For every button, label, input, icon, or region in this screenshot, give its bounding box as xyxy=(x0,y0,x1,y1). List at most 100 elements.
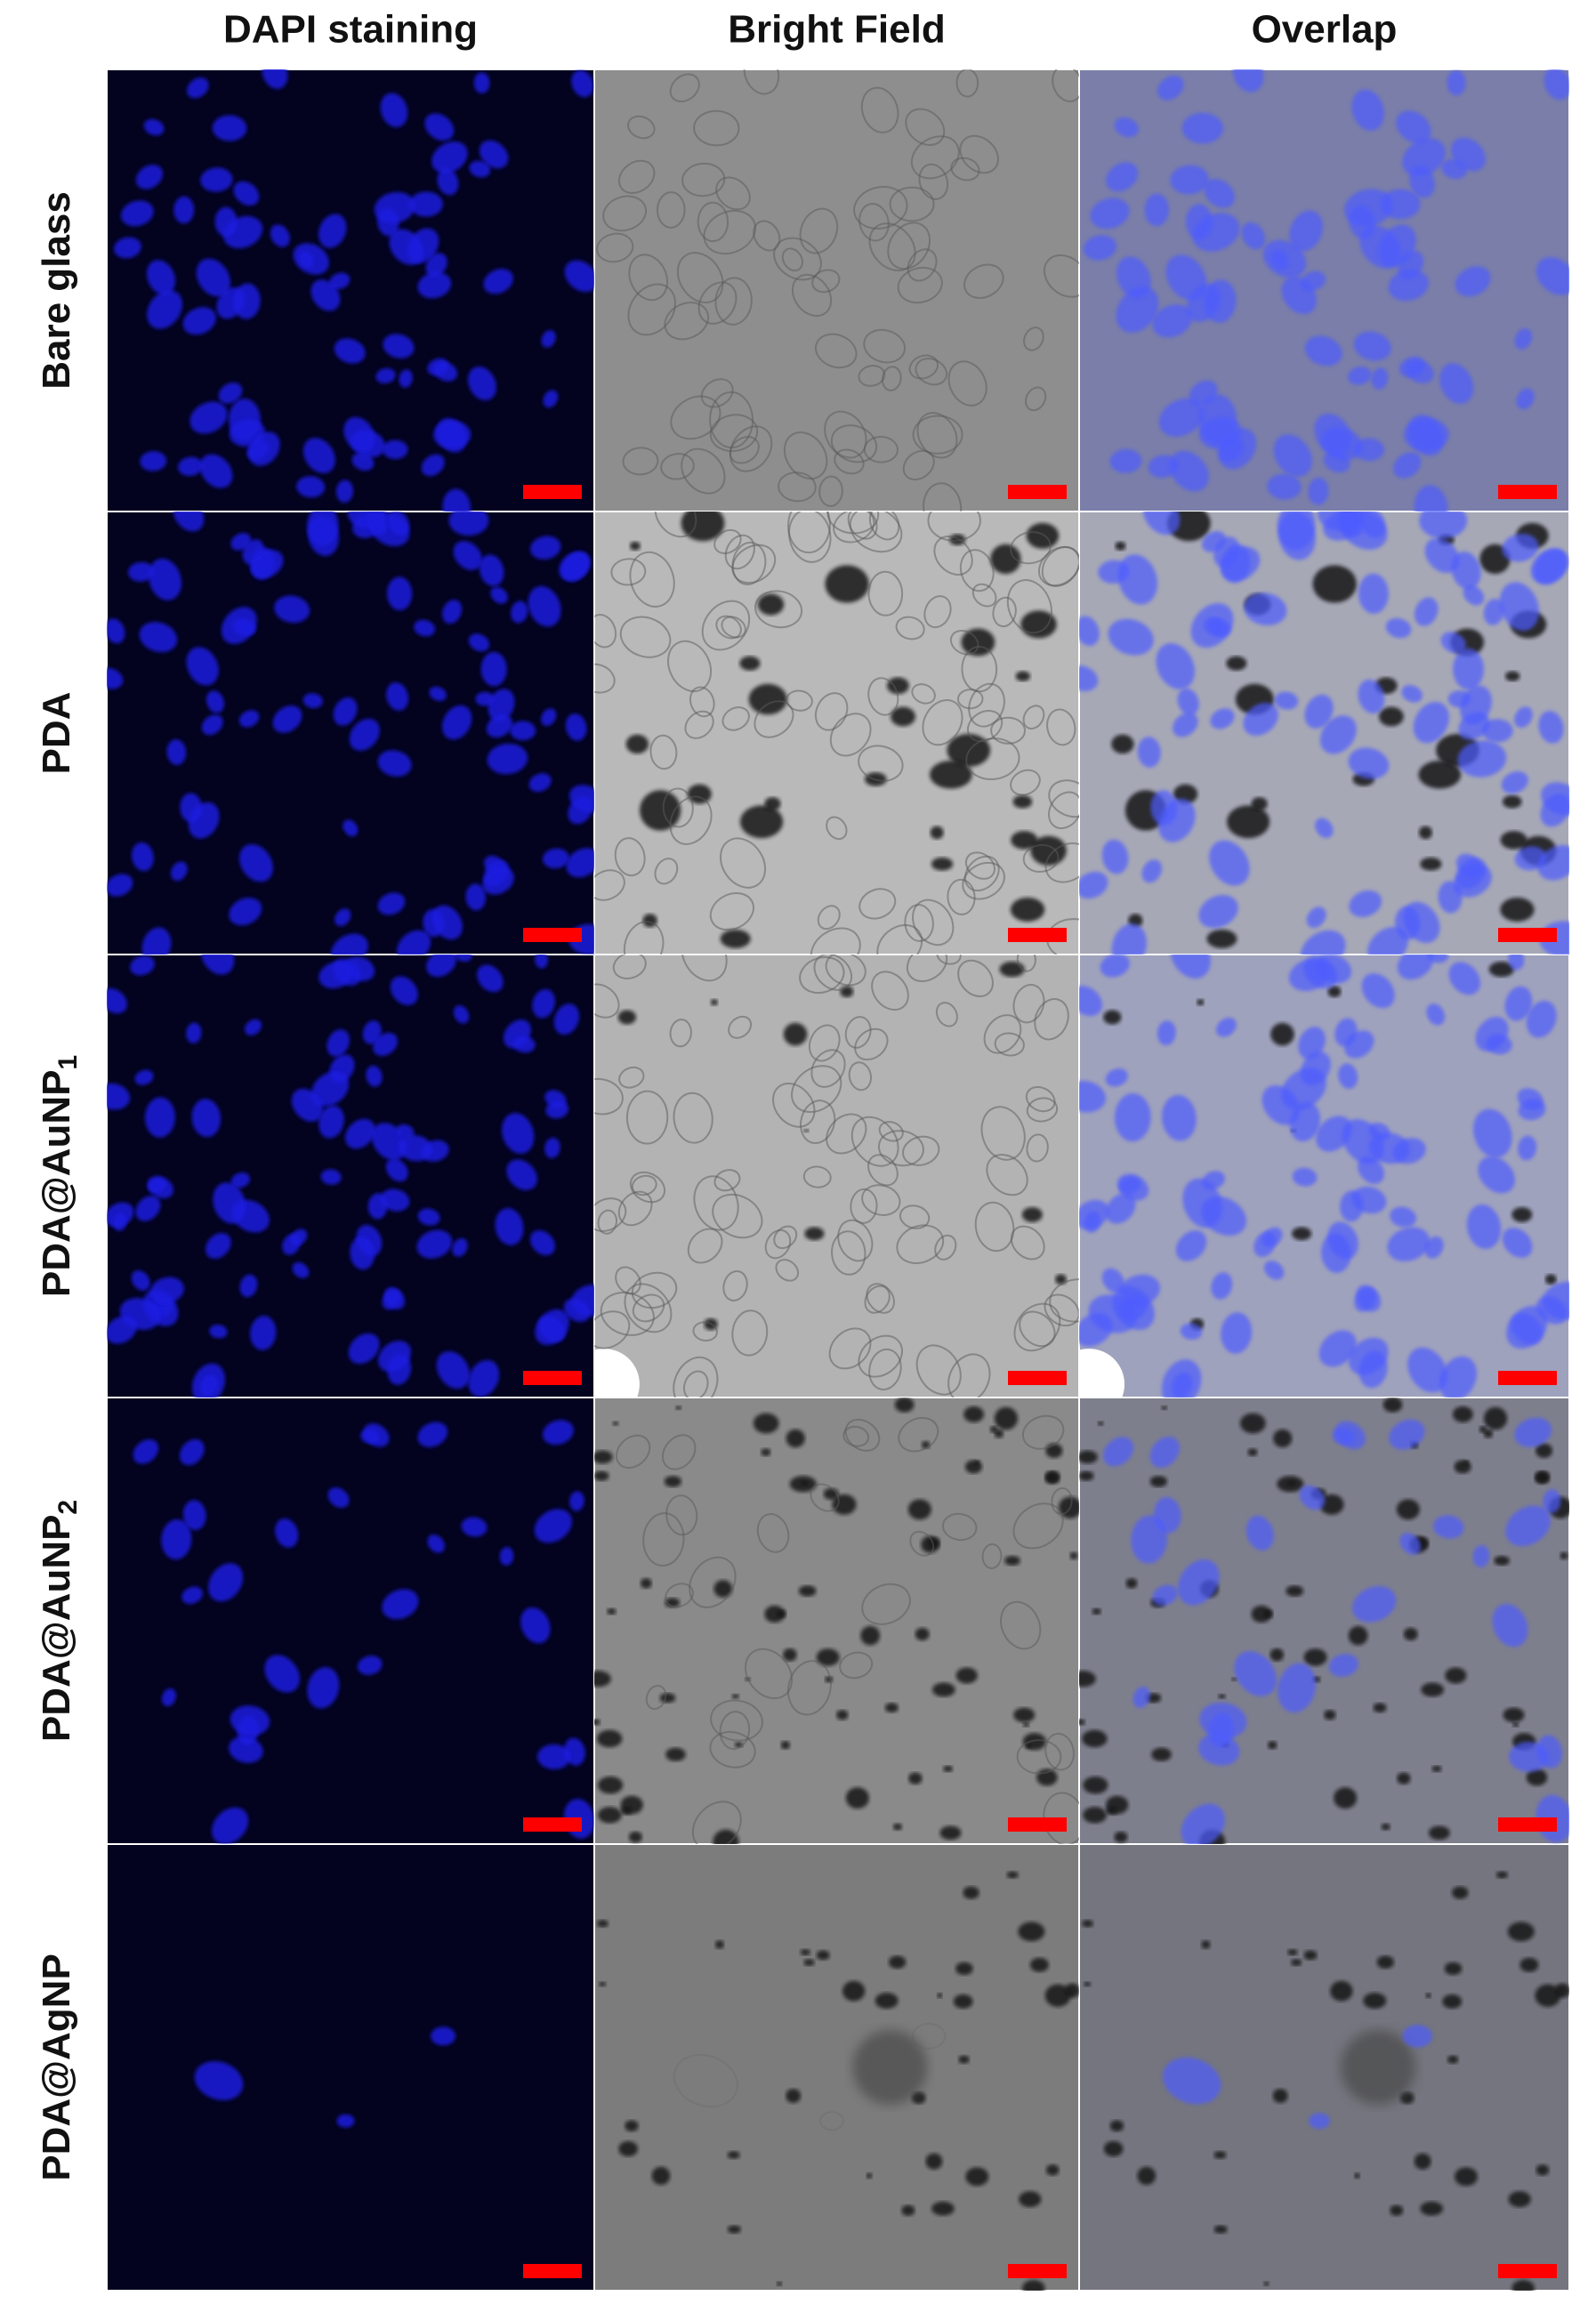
nucleus xyxy=(326,1029,350,1057)
cell xyxy=(810,1483,840,1512)
cell xyxy=(936,955,962,965)
nucleus-overlay xyxy=(1536,257,1569,295)
nucleus xyxy=(206,690,225,713)
cell xyxy=(1046,708,1076,746)
particle xyxy=(955,1667,978,1684)
particle xyxy=(1125,1578,1138,1589)
nucleus-overlay xyxy=(1439,363,1474,404)
cell xyxy=(627,115,656,140)
particle xyxy=(1239,1413,1266,1434)
nucleus-overlay xyxy=(1389,1419,1425,1450)
nucleus xyxy=(427,1535,446,1553)
nucleus-overlay xyxy=(1152,304,1193,338)
particle xyxy=(894,1398,915,1413)
cell xyxy=(682,1370,709,1398)
nucleus-overlay xyxy=(1414,597,1439,626)
nucleus-overlay xyxy=(1393,452,1422,479)
nucleus xyxy=(214,206,238,238)
nucleus xyxy=(201,714,223,736)
particle xyxy=(597,1729,623,1748)
cell xyxy=(915,358,948,386)
nucleus-overlay xyxy=(1514,706,1533,728)
cell xyxy=(667,640,713,693)
particle xyxy=(901,2204,915,2216)
nucleus-overlay xyxy=(1448,962,1481,995)
nucleus-overlay xyxy=(1079,871,1108,899)
particle xyxy=(1103,1010,1122,1025)
cell xyxy=(974,1201,1015,1253)
cell xyxy=(622,447,659,476)
nucleus-overlay xyxy=(1526,1000,1557,1038)
nucleus xyxy=(545,1100,569,1119)
nucleus xyxy=(351,452,375,471)
artifact xyxy=(1341,2030,1416,2105)
particle xyxy=(958,2055,970,2064)
scale-bar xyxy=(1008,928,1067,942)
cell xyxy=(1025,386,1047,412)
cell xyxy=(866,1283,895,1314)
particle xyxy=(955,1962,973,1976)
nucleus-overlay xyxy=(1211,1272,1233,1300)
particle xyxy=(1544,1274,1557,1285)
scale-bar xyxy=(1498,2264,1557,2278)
nucleus xyxy=(417,271,452,299)
nucleus xyxy=(329,272,351,290)
nucleus-overlay xyxy=(1481,719,1513,743)
nucleus-overlay xyxy=(1306,906,1326,929)
nucleus xyxy=(483,269,513,294)
nucleus-overlay xyxy=(1119,1274,1161,1307)
cell xyxy=(828,1327,872,1370)
cell xyxy=(837,1219,874,1262)
nucleus-overlay xyxy=(1304,335,1342,367)
nucleus-overlay xyxy=(1156,643,1196,689)
cell xyxy=(878,1121,904,1142)
particle xyxy=(687,784,712,804)
cell xyxy=(693,109,740,147)
nucleus-overlay xyxy=(1361,973,1395,1009)
cell xyxy=(933,535,973,576)
cell xyxy=(1026,1097,1059,1123)
nucleus-overlay xyxy=(1396,110,1431,144)
cell xyxy=(959,549,995,592)
micrograph xyxy=(107,512,594,955)
nucleus xyxy=(386,682,409,711)
nucleus-overlay xyxy=(1472,1108,1512,1158)
particle xyxy=(921,1535,939,1553)
nucleus-overlay xyxy=(1483,599,1504,625)
nucleus-overlay xyxy=(1158,398,1205,438)
cell xyxy=(839,1651,874,1680)
particle xyxy=(1272,2089,1288,2103)
particle xyxy=(594,1719,601,1726)
nucleus-overlay xyxy=(1541,782,1569,816)
particle xyxy=(816,1648,840,1666)
nucleus xyxy=(360,1429,380,1444)
nucleus xyxy=(397,930,431,955)
cell xyxy=(968,682,1005,728)
nucleus-overlay xyxy=(1114,117,1139,138)
cell xyxy=(983,1014,1022,1054)
nucleus-overlay xyxy=(1343,189,1393,227)
cell xyxy=(709,414,759,453)
nucleus-overlay xyxy=(1424,537,1460,574)
nucleus xyxy=(566,848,594,878)
nucleus xyxy=(366,1065,383,1087)
nucleus xyxy=(436,1350,470,1390)
row-label-text: PDA@AuNP xyxy=(35,1515,78,1743)
nucleus-overlay xyxy=(1292,1167,1318,1187)
particle xyxy=(1418,761,1462,789)
micrograph xyxy=(594,512,1079,955)
cell xyxy=(673,1092,713,1144)
nucleus xyxy=(426,955,456,978)
nucleus xyxy=(238,843,273,882)
cell xyxy=(818,475,843,507)
nucleus xyxy=(130,955,155,976)
cell xyxy=(772,1082,816,1128)
cell xyxy=(614,837,646,877)
cell xyxy=(1044,1293,1079,1327)
nucleus xyxy=(473,72,490,94)
scale-bar xyxy=(1008,485,1067,499)
cell xyxy=(629,551,675,608)
micrograph xyxy=(107,1844,594,2291)
nucleus-overlay xyxy=(1356,1285,1382,1312)
